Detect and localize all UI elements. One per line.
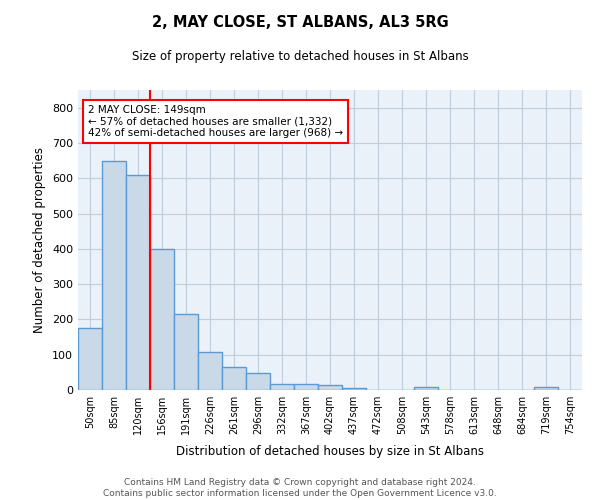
Bar	[318, 386, 342, 390]
Y-axis label: Number of detached properties: Number of detached properties	[34, 147, 46, 333]
Bar	[294, 384, 318, 390]
Bar	[126, 174, 150, 390]
Text: Size of property relative to detached houses in St Albans: Size of property relative to detached ho…	[131, 50, 469, 63]
Bar	[342, 388, 366, 390]
Bar	[198, 352, 222, 390]
Bar	[270, 384, 294, 390]
Text: 2, MAY CLOSE, ST ALBANS, AL3 5RG: 2, MAY CLOSE, ST ALBANS, AL3 5RG	[152, 15, 448, 30]
Bar	[222, 367, 246, 390]
Bar	[414, 387, 438, 390]
Text: 2 MAY CLOSE: 149sqm
← 57% of detached houses are smaller (1,332)
42% of semi-det: 2 MAY CLOSE: 149sqm ← 57% of detached ho…	[88, 105, 343, 138]
Bar	[78, 328, 102, 390]
Bar	[246, 374, 270, 390]
Text: Contains HM Land Registry data © Crown copyright and database right 2024.
Contai: Contains HM Land Registry data © Crown c…	[103, 478, 497, 498]
Bar	[534, 387, 558, 390]
X-axis label: Distribution of detached houses by size in St Albans: Distribution of detached houses by size …	[176, 446, 484, 458]
Bar	[102, 160, 126, 390]
Bar	[150, 249, 174, 390]
Bar	[174, 314, 198, 390]
